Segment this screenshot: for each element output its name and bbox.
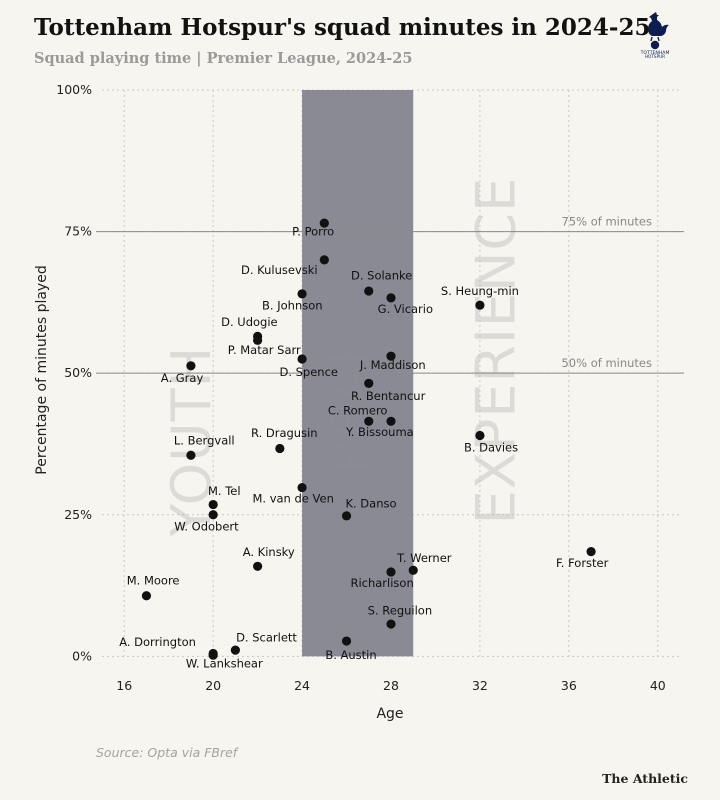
data-point bbox=[253, 335, 263, 345]
data-point bbox=[386, 416, 396, 426]
y-tick-label: 100% bbox=[56, 82, 92, 97]
data-point-label: D. Spence bbox=[279, 365, 338, 379]
data-point bbox=[408, 565, 418, 575]
svg-text:TOTTENHAM: TOTTENHAM bbox=[640, 50, 670, 56]
data-point-label: M. van de Ven bbox=[252, 491, 333, 505]
data-point bbox=[386, 619, 396, 629]
data-point-label: S. Heung-min bbox=[441, 284, 519, 298]
data-point-label: T. Werner bbox=[396, 551, 452, 565]
y-tick-label: 50% bbox=[64, 365, 92, 380]
data-point-label: B. Johnson bbox=[262, 299, 323, 313]
zone-label-experience: EXPERIENCE bbox=[465, 177, 528, 525]
data-point-label: M. Moore bbox=[127, 573, 180, 587]
data-point-label: B. Austin bbox=[325, 648, 376, 662]
data-point-label: D. Scarlett bbox=[236, 631, 297, 645]
data-point-label: Y. Bissouma bbox=[345, 425, 414, 439]
reference-line-label: 50% of minutes bbox=[561, 356, 652, 370]
data-point bbox=[319, 255, 329, 265]
data-point bbox=[253, 561, 263, 571]
data-point-label: K. Danso bbox=[345, 496, 396, 510]
data-point bbox=[319, 218, 329, 228]
data-point-label: F. Forster bbox=[556, 556, 609, 570]
data-point bbox=[186, 450, 196, 460]
data-point bbox=[386, 351, 396, 361]
data-point-label: L. Bergvall bbox=[174, 434, 235, 448]
data-point bbox=[186, 361, 196, 371]
data-point bbox=[475, 300, 485, 310]
y-tick-label: 25% bbox=[64, 507, 92, 522]
chart-subtitle: Squad playing time | Premier League, 202… bbox=[34, 50, 413, 67]
brand-wordmark: The Athletic bbox=[602, 771, 688, 786]
data-point-label: G. Vicario bbox=[378, 302, 433, 316]
x-tick-label: 32 bbox=[472, 678, 488, 693]
data-point bbox=[297, 482, 307, 493]
data-point bbox=[297, 354, 307, 364]
data-point-label: J. Maddison bbox=[359, 358, 426, 372]
data-point bbox=[230, 645, 240, 655]
data-point-label: C. Romero bbox=[328, 404, 388, 418]
data-point bbox=[475, 430, 485, 441]
chart-title: Tottenham Hotspur's squad minutes in 202… bbox=[34, 14, 651, 41]
data-point-label: W. Lankshear bbox=[186, 657, 263, 671]
data-point bbox=[341, 511, 352, 521]
data-point bbox=[364, 416, 374, 426]
data-point bbox=[208, 510, 218, 520]
data-point-label: A. Gray bbox=[161, 371, 204, 385]
data-point-label: W. Odobert bbox=[174, 520, 239, 534]
data-point-label: S. Reguilon bbox=[368, 603, 432, 617]
zone-label-peak: PEAK bbox=[318, 329, 381, 473]
x-tick-label: 28 bbox=[383, 678, 399, 693]
x-tick-label: 24 bbox=[294, 678, 310, 693]
data-point bbox=[586, 546, 596, 557]
data-point-label: A. Dorrington bbox=[119, 635, 196, 649]
data-point-label: R. Dragusin bbox=[251, 426, 318, 440]
x-axis-label: Age bbox=[376, 706, 403, 722]
data-point-label: D. Udogie bbox=[221, 315, 278, 329]
data-point bbox=[364, 286, 374, 296]
data-point-label: R. Bentancur bbox=[351, 389, 426, 403]
y-tick-label: 0% bbox=[72, 648, 92, 663]
data-point bbox=[297, 289, 307, 299]
data-point bbox=[208, 650, 218, 660]
data-point-label: D. Solanke bbox=[351, 269, 412, 283]
cockerel-crest-icon: TOTTENHAM HOTSPUR bbox=[633, 10, 677, 62]
data-point bbox=[141, 591, 152, 601]
reference-line-label: 75% of minutes bbox=[561, 215, 652, 229]
data-point-label: P. Porro bbox=[292, 225, 334, 239]
data-point bbox=[208, 499, 218, 510]
data-point bbox=[386, 293, 396, 303]
x-tick-label: 36 bbox=[561, 678, 577, 693]
data-point bbox=[386, 567, 396, 577]
data-point bbox=[275, 443, 285, 454]
x-tick-label: 20 bbox=[205, 678, 221, 693]
y-tick-label: 75% bbox=[64, 224, 92, 239]
data-point-label: D. Kulusevski bbox=[241, 263, 318, 277]
data-point bbox=[364, 378, 374, 388]
data-point-label: B. Davies bbox=[464, 440, 518, 454]
data-point-label: Richarlison bbox=[350, 576, 413, 590]
source-note: Source: Opta via FBref bbox=[96, 745, 238, 760]
x-tick-label: 40 bbox=[650, 678, 666, 693]
svg-text:HOTSPUR: HOTSPUR bbox=[645, 54, 665, 58]
data-point bbox=[341, 636, 352, 646]
x-tick-label: 16 bbox=[116, 678, 132, 693]
data-point-label: A. Kinsky bbox=[243, 545, 295, 559]
y-axis-label: Percentage of minutes played bbox=[34, 265, 50, 474]
data-point-label: P. Matar Sarr bbox=[228, 343, 301, 357]
data-point-label: M. Tel bbox=[208, 484, 241, 498]
